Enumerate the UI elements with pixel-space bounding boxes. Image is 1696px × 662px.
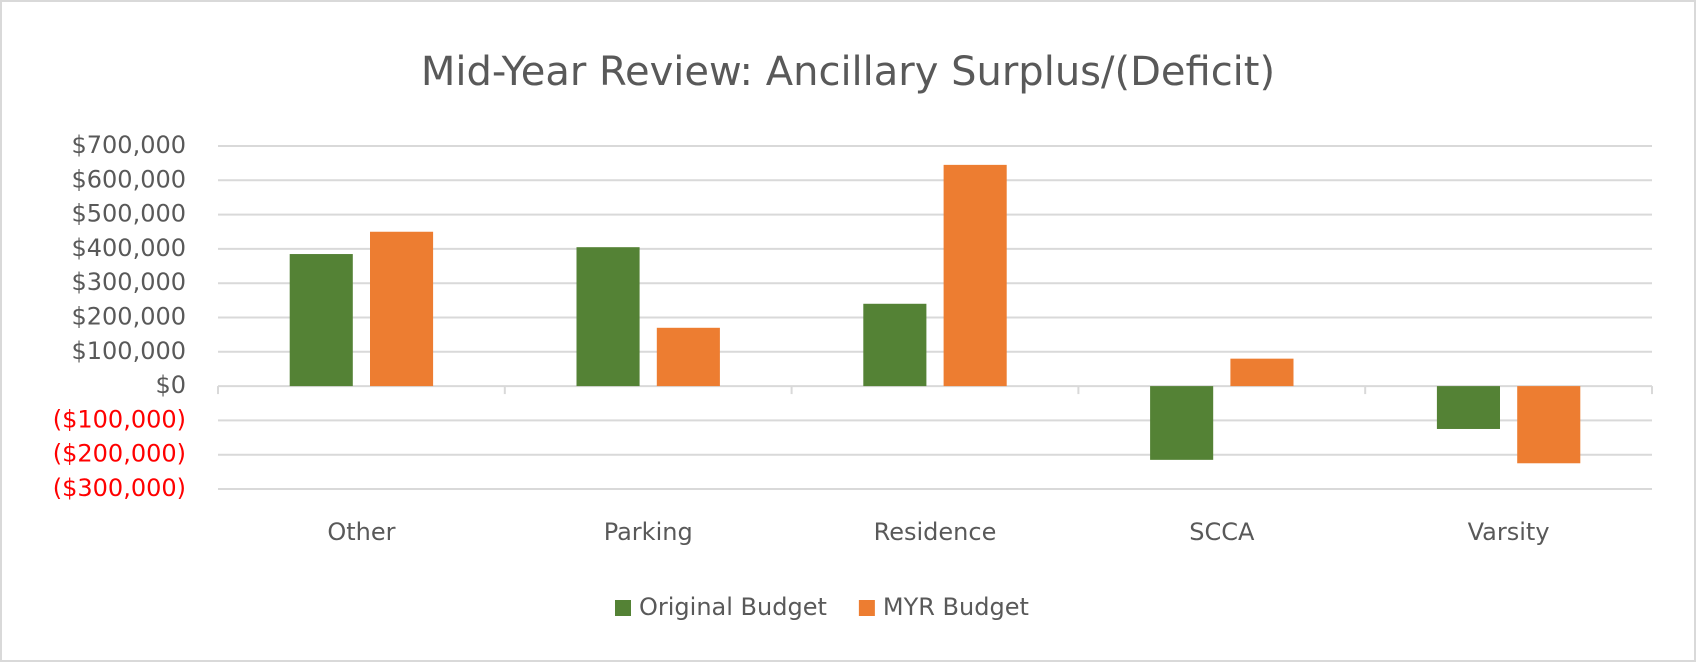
bar bbox=[1517, 386, 1581, 464]
x-tick-label: Other bbox=[327, 518, 395, 546]
bar bbox=[863, 303, 927, 387]
y-tick-label: ($100,000) bbox=[53, 405, 186, 433]
x-tick-label: Parking bbox=[604, 518, 693, 546]
y-tick-label: $100,000 bbox=[71, 337, 186, 365]
bar bbox=[576, 247, 640, 387]
y-tick-label: ($200,000) bbox=[53, 440, 186, 468]
x-tick-label: Residence bbox=[874, 518, 997, 546]
y-tick-label: ($300,000) bbox=[53, 474, 186, 502]
bar bbox=[1230, 358, 1294, 387]
x-tick-label: SCCA bbox=[1189, 518, 1255, 546]
bar bbox=[943, 164, 1007, 387]
y-tick-label: $600,000 bbox=[71, 165, 186, 193]
y-tick-label: $500,000 bbox=[71, 200, 186, 228]
y-tick-label: $700,000 bbox=[71, 131, 186, 159]
legend-label: Original Budget bbox=[639, 593, 827, 621]
y-tick-label: $200,000 bbox=[71, 303, 186, 331]
bar bbox=[370, 231, 434, 387]
bar bbox=[1436, 386, 1500, 429]
legend-label: MYR Budget bbox=[883, 593, 1029, 621]
legend-swatch bbox=[615, 600, 631, 616]
chart-title: Mid-Year Review: Ancillary Surplus/(Defi… bbox=[421, 49, 1275, 95]
y-tick-label: $300,000 bbox=[71, 268, 186, 296]
y-tick-label: $0 bbox=[155, 371, 186, 399]
bar bbox=[289, 254, 353, 387]
bar bbox=[656, 327, 720, 387]
x-tick-label: Varsity bbox=[1468, 518, 1550, 546]
bar bbox=[1150, 386, 1214, 460]
legend-swatch bbox=[858, 600, 875, 616]
y-tick-label: $400,000 bbox=[71, 234, 186, 262]
